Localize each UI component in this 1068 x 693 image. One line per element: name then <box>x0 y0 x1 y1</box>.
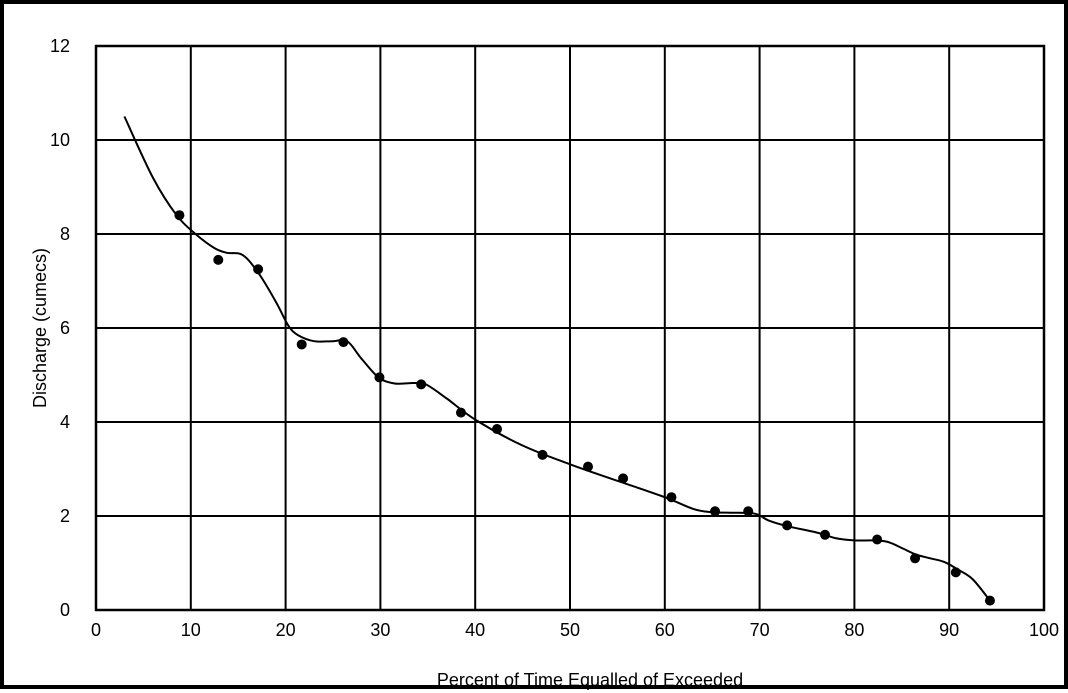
data-point-3 <box>296 339 307 350</box>
x-tick-label-40: 40 <box>465 620 485 640</box>
data-point-4 <box>338 337 349 348</box>
points-layer <box>174 210 995 606</box>
data-point-2 <box>253 264 264 275</box>
data-point-18 <box>910 553 921 564</box>
y-axis-label: Discharge (cumecs) <box>30 248 50 408</box>
data-point-8 <box>492 424 503 435</box>
data-point-10 <box>583 461 594 472</box>
data-point-12 <box>666 492 677 503</box>
data-point-11 <box>618 473 629 484</box>
data-point-6 <box>416 379 427 390</box>
y-tick-label-6: 6 <box>60 318 70 338</box>
x-tick-label-20: 20 <box>276 620 296 640</box>
x-tick-label-10: 10 <box>181 620 201 640</box>
x-axis-label: Percent of Time Equalled of Exceeded <box>437 670 743 690</box>
y-tick-label-2: 2 <box>60 506 70 526</box>
y-tick-label-8: 8 <box>60 224 70 244</box>
y-tick-label-10: 10 <box>50 130 70 150</box>
curve-layer <box>123 116 991 602</box>
y-tick-label-0: 0 <box>60 600 70 620</box>
x-tick-label-100: 100 <box>1029 620 1059 640</box>
x-tick-label-70: 70 <box>750 620 770 640</box>
data-point-1 <box>213 254 224 265</box>
x-tick-label-30: 30 <box>370 620 390 640</box>
data-point-5 <box>374 372 385 383</box>
data-point-14 <box>743 506 754 517</box>
y-tick-label-12: 12 <box>50 36 70 56</box>
data-point-17 <box>872 534 883 545</box>
x-tick-label-50: 50 <box>560 620 580 640</box>
x-tick-label-60: 60 <box>655 620 675 640</box>
x-tick-label-90: 90 <box>939 620 959 640</box>
discharge-duration-chart: 0 10 20 30 40 50 60 70 80 90 100 0 2 4 6 8 10 12 Percent … <box>30 36 1059 690</box>
data-point-16 <box>820 529 831 540</box>
data-point-20 <box>984 595 995 606</box>
data-point-13 <box>710 506 721 517</box>
grid-layer <box>94 44 1046 612</box>
data-point-0 <box>174 210 185 221</box>
y-tick-label-4: 4 <box>60 412 70 432</box>
data-point-19 <box>950 567 961 578</box>
data-point-9 <box>537 449 548 460</box>
data-point-15 <box>782 520 793 531</box>
x-tick-label-0: 0 <box>91 620 101 640</box>
data-point-7 <box>455 407 466 418</box>
fitted-curve <box>123 116 991 602</box>
plot-area-border <box>94 44 1046 612</box>
x-tick-label-80: 80 <box>844 620 864 640</box>
tick-labels: 0 10 20 30 40 50 60 70 80 90 100 0 2 4 6 8 10 12 <box>50 36 1059 640</box>
